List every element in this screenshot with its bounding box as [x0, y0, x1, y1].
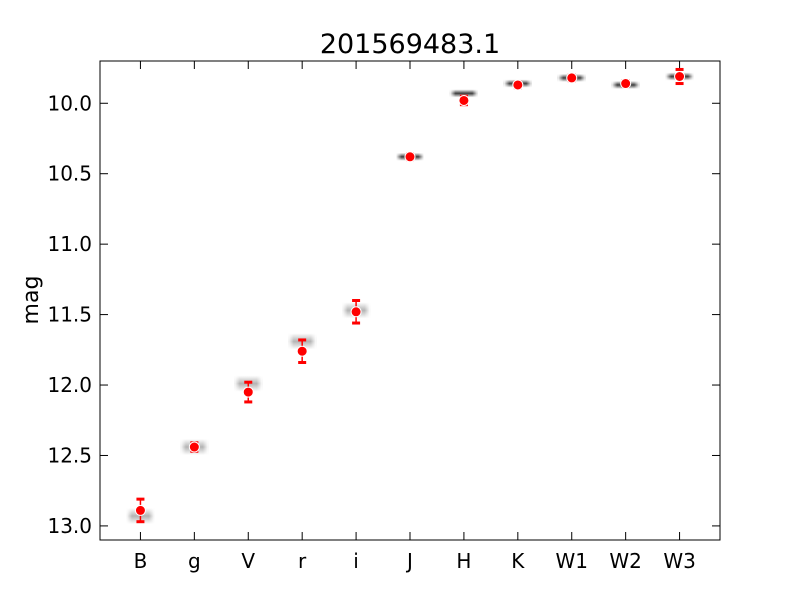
- data-point: [188, 441, 200, 453]
- data-point: [296, 338, 308, 364]
- y-tick-label: 11.5: [47, 303, 92, 327]
- marker: [674, 70, 686, 82]
- data-point: [674, 67, 686, 86]
- chart-title: 201569483.1: [320, 29, 500, 60]
- data-point: [134, 497, 146, 524]
- y-tick-label: 13.0: [47, 514, 92, 538]
- marker: [134, 504, 146, 516]
- marker: [350, 306, 362, 318]
- x-tick-label: i: [353, 549, 359, 573]
- x-tick-label: B: [134, 549, 148, 573]
- data-point: [242, 380, 254, 404]
- data-point: [620, 78, 632, 90]
- data-point: [458, 94, 470, 107]
- data-point: [404, 151, 416, 163]
- x-tick-label: V: [241, 549, 255, 573]
- marker: [512, 79, 524, 91]
- x-tick-label: K: [511, 549, 525, 573]
- y-axis-label: mag: [19, 276, 44, 325]
- data-point: [350, 299, 362, 325]
- model-band-fade: [449, 89, 478, 98]
- plot-frame: [99, 60, 721, 541]
- marker: [458, 94, 470, 106]
- y-tick-label: 10.5: [47, 162, 92, 186]
- y-tick-label: 10.0: [47, 91, 92, 115]
- data-point: [566, 72, 578, 84]
- data-point: [512, 79, 524, 91]
- x-tick-label: g: [188, 549, 201, 573]
- x-tick-label: W3: [663, 549, 696, 573]
- x-tick-label: H: [456, 549, 471, 573]
- y-tick-label: 11.0: [47, 232, 92, 256]
- marker: [242, 386, 254, 398]
- model-mark: [449, 89, 478, 98]
- marker: [404, 151, 416, 163]
- marker: [188, 441, 200, 453]
- marker: [620, 78, 632, 90]
- x-tick-label: W2: [609, 549, 642, 573]
- x-tick-label: J: [405, 549, 413, 573]
- y-tick-label: 12.0: [47, 373, 92, 397]
- x-tick-label: r: [298, 549, 307, 573]
- x-tick-label: W1: [555, 549, 588, 573]
- marker: [296, 345, 308, 357]
- marker: [566, 72, 578, 84]
- y-tick-label: 12.5: [47, 443, 92, 467]
